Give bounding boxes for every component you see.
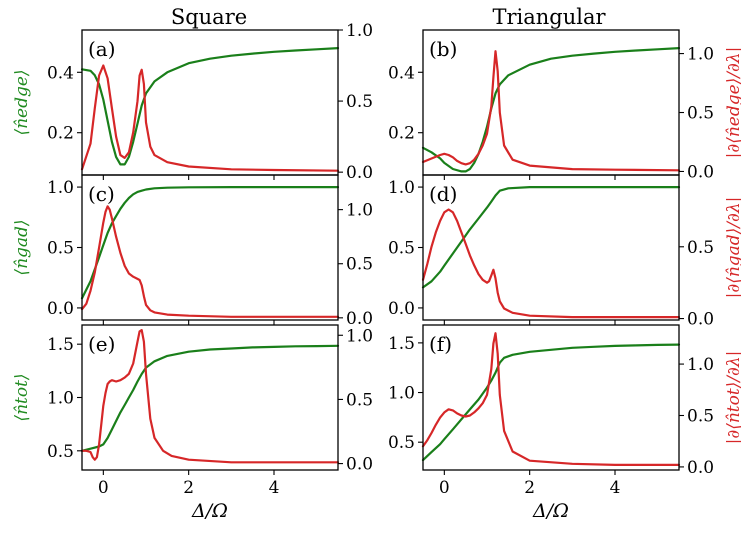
panel-d-frame [422, 174, 680, 321]
column-title-square: Square [171, 5, 247, 29]
panel-f-ytick-right-label: 0.0 [687, 458, 714, 478]
panel-b-ytick-right-label: 0.0 [687, 162, 714, 182]
panel-e-ytick-left-label: 1.5 [47, 335, 74, 355]
panel-b-ytick-left-label: 0.4 [388, 63, 415, 83]
panel-a-red-line [80, 64, 340, 172]
panel-e-ytick-left-label: 1.0 [47, 389, 74, 409]
panel-a-ytick-right-label: 0.0 [346, 163, 373, 183]
panel-f-xtick-label: 2 [524, 478, 535, 498]
panel-b-ytick-right-label: 0.5 [687, 104, 714, 124]
panel-a-ytick-right-label: 1.0 [346, 21, 373, 41]
panel-b-frame [422, 29, 680, 176]
column-title-triangular: Triangular [492, 5, 606, 29]
panel-c-ytick-left-label: 0.0 [47, 299, 74, 319]
panel-d-green-line [421, 186, 681, 289]
panel-d-red-line [421, 208, 681, 319]
panel-b-ytick-right-label: 1.0 [687, 45, 714, 65]
panel-b-red-line [421, 50, 681, 172]
panel-c-ytick-left-label: 1.0 [47, 178, 74, 198]
panel-e-green-line [80, 344, 340, 452]
panel-f-xlabel: Δ/Ω [532, 500, 569, 522]
panel-e: (e) 0.5 1.0 1.5 0.0 0.5 1.0 0 2 4 Δ/Ω ⟨n̂tot⟩ [12, 324, 373, 522]
panel-a-green-line [80, 47, 340, 166]
panel-f-ytick-left-label: 1.5 [388, 334, 415, 354]
panel-e-xtick-label: 4 [269, 478, 280, 498]
panel-c-ytick-right-label: 1.0 [346, 201, 373, 221]
panel-f-xtick-label: 0 [439, 478, 450, 498]
panel-a: (a) 0.2 0.4 0.0 0.5 1.0 ⟨n̂edge⟩ [12, 21, 373, 183]
panel-f-xtick-label: 4 [610, 478, 621, 498]
panel-d-ytick-left-label: 0.5 [388, 239, 415, 259]
panel-f-ytick-right-label: 0.5 [687, 406, 714, 426]
panel-e-xtick-label: 2 [183, 478, 194, 498]
panel-c-ytick-left-label: 0.5 [47, 239, 74, 259]
panel-c-red-line [80, 205, 340, 318]
panel-f-ytick-right-label: 1.0 [687, 355, 714, 375]
panel-f-ylabel-right: |∂⟨n̂tot⟩/∂λ| [724, 351, 741, 445]
panel-a-ylabel-left: ⟨n̂edge⟩ [12, 69, 32, 135]
panel-e-ytick-right-label: 0.0 [346, 455, 373, 475]
panel-f-frame [422, 324, 680, 471]
panel-c: (c) 0.0 0.5 1.0 0.0 0.5 1.0 ⟨n̂gad⟩ [12, 174, 373, 329]
panel-f: (f) 0.5 1.0 1.5 0.0 0.5 1.0 0 2 4 Δ/Ω |∂⟨n̂tot⟩/∂λ| [388, 324, 741, 522]
panel-c-ytick-right-label: 0.0 [346, 309, 373, 329]
panel-a-ytick-right-label: 0.5 [346, 92, 373, 112]
panel-e-ytick-right-label: 0.5 [346, 390, 373, 410]
panel-d: (d) 0.0 0.5 1.0 0.0 0.5 |∂⟨n̂gad⟩/∂λ| [388, 174, 741, 330]
panel-c-label: (c) [88, 182, 115, 206]
panels-group: (a) 0.2 0.4 0.0 0.5 1.0 ⟨n̂edge⟩ (b) 0.2 0.4 0.0 0.… [12, 21, 741, 522]
panel-b-ylabel-right: |∂⟨n̂edge⟩/∂λ| [724, 47, 741, 159]
panel-e-red-line [80, 329, 340, 464]
panel-d-ylabel-right: |∂⟨n̂gad⟩/∂λ| [724, 197, 741, 299]
panel-a-label: (a) [88, 37, 116, 61]
panel-c-ytick-right-label: 0.5 [346, 255, 373, 275]
panel-e-ytick-right-label: 1.0 [346, 326, 373, 346]
panel-f-ytick-left-label: 0.5 [388, 433, 415, 453]
panel-a-ytick-left-label: 0.4 [47, 63, 74, 83]
panel-b: (b) 0.2 0.4 0.0 0.5 1.0 |∂⟨n̂edge⟩/∂λ| [388, 29, 741, 182]
panel-c-frame [81, 174, 339, 321]
panel-d-ytick-left-label: 0.0 [388, 299, 415, 319]
panel-d-ytick-right-label: 0.0 [687, 310, 714, 330]
panel-d-label: (d) [429, 182, 457, 206]
panel-e-label: (e) [88, 332, 115, 356]
panel-f-label: (f) [429, 332, 452, 356]
panel-d-ytick-right-label: 0.5 [687, 238, 714, 258]
panel-f-red-line [421, 332, 681, 466]
panel-a-ytick-left-label: 0.2 [47, 124, 74, 144]
panel-f-green-line [421, 343, 681, 462]
panel-d-ytick-left-label: 1.0 [388, 178, 415, 198]
panel-c-ylabel-left: ⟨n̂gad⟩ [12, 219, 32, 275]
panel-b-ytick-left-label: 0.2 [388, 124, 415, 144]
panel-e-ylabel-left: ⟨n̂tot⟩ [12, 373, 32, 421]
panel-b-green-line [421, 47, 681, 173]
panel-e-xtick-label: 0 [98, 478, 109, 498]
panel-e-xlabel: Δ/Ω [191, 500, 228, 522]
panel-f-ytick-left-label: 1.0 [388, 384, 415, 404]
panel-e-ytick-left-label: 0.5 [47, 442, 74, 462]
panel-c-green-line [80, 186, 340, 300]
panel-b-label: (b) [429, 37, 457, 61]
